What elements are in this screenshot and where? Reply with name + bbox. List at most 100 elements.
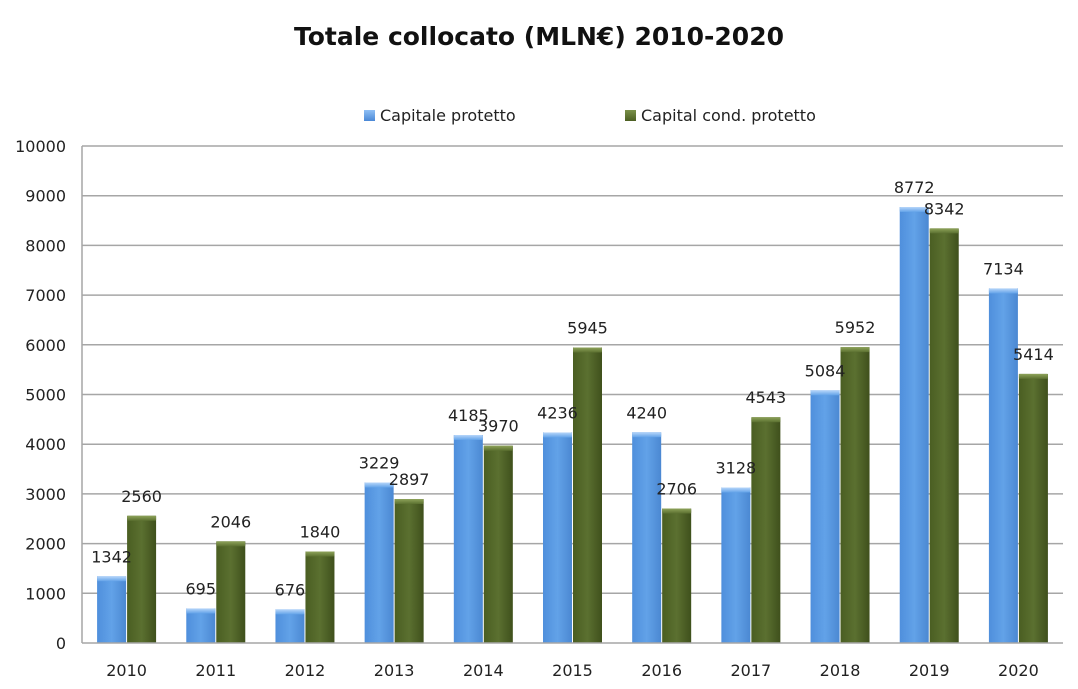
x-tick-label: 2020: [998, 661, 1039, 680]
bar-cap: [275, 609, 305, 615]
y-tick-label: 5000: [25, 386, 66, 405]
x-tick-label: 2019: [909, 661, 950, 680]
data-label: 676: [275, 580, 306, 599]
x-tick-label: 2014: [463, 661, 504, 680]
x-tick-label: 2012: [285, 661, 326, 680]
bar-body: [632, 432, 662, 643]
data-label: 1840: [300, 523, 341, 542]
bar-cap: [662, 508, 692, 514]
bar-capitale-protetto: [543, 432, 572, 643]
data-label: 5945: [567, 319, 608, 338]
data-label: 5084: [805, 361, 846, 380]
bar-cap: [186, 608, 216, 614]
y-tick-label: 6000: [25, 336, 66, 355]
bar-capital-cond-protetto: [929, 228, 959, 644]
bar-body: [394, 499, 424, 643]
bar-body: [988, 288, 1018, 643]
data-label: 7134: [983, 259, 1024, 278]
y-tick-label: 8000: [25, 236, 66, 255]
x-tick-label: 2015: [552, 661, 593, 680]
bar-cap: [364, 482, 394, 488]
x-tick-label: 2016: [641, 661, 682, 680]
bar-capital-cond-protetto: [483, 445, 513, 643]
bar-capital-cond-protetto: [751, 417, 781, 643]
bar-capitale-protetto: [632, 432, 662, 643]
bar-capitale-protetto: [810, 390, 840, 643]
bar-cap: [988, 288, 1018, 294]
chart-title: Totale collocato (MLN€) 2010-2020: [293, 22, 784, 51]
legend-label: Capitale protetto: [380, 106, 516, 125]
data-label: 2897: [389, 470, 430, 489]
bar-cap: [751, 417, 781, 423]
data-labels: 1342 695 676 3229 4185 4236 4240 3128 5084 8772 71…: [91, 178, 1054, 599]
bar-body: [127, 515, 157, 643]
bar-capitale-protetto: [97, 576, 127, 643]
bar-body: [840, 347, 870, 643]
bar-body: [573, 347, 602, 643]
x-tick-label: 2017: [731, 661, 772, 680]
bar-body: [810, 390, 840, 643]
data-label: 1342: [91, 547, 132, 566]
bar-body: [97, 576, 127, 643]
data-label: 3970: [478, 417, 519, 436]
data-label: 4185: [448, 406, 489, 425]
bar-body: [721, 487, 751, 643]
bars: [97, 207, 1048, 644]
bar-body: [751, 417, 781, 643]
data-label: 4543: [746, 388, 787, 407]
y-tick-label: 10000: [15, 137, 66, 156]
bar-cap: [305, 551, 335, 557]
bar-body: [662, 508, 692, 643]
y-tick-label: 7000: [25, 286, 66, 305]
bar-cap: [899, 207, 929, 213]
bar-cap: [543, 432, 572, 438]
x-tick-label: 2018: [820, 661, 861, 680]
y-tick-label: 0: [56, 634, 66, 653]
legend-item-capital-cond-protetto: Capital cond. protetto: [625, 106, 816, 125]
data-label: 5952: [835, 318, 876, 337]
data-label: 8342: [924, 199, 965, 218]
data-label: 4240: [626, 403, 667, 422]
bar-body: [275, 609, 305, 643]
bar-cap: [929, 228, 959, 234]
bar-body: [543, 432, 572, 643]
data-label: 695: [185, 579, 216, 598]
bar-capital-cond-protetto: [127, 515, 157, 643]
y-tick-label: 2000: [25, 535, 66, 554]
bar-capital-cond-protetto: [216, 541, 246, 643]
data-label: 2706: [656, 480, 697, 499]
bar-cap: [216, 541, 246, 547]
gridlines: [82, 145, 1063, 595]
axes: 0 1000 2000 3000 4000 5000 6000 7000 8000 9000 100…: [15, 137, 1063, 680]
bar-cap: [394, 499, 424, 505]
bar-cap: [840, 347, 870, 353]
bar-body: [305, 551, 335, 643]
bar-capital-cond-protetto: [394, 499, 424, 643]
data-label: 2046: [210, 512, 251, 531]
bar-cap: [483, 445, 513, 451]
legend: Capitale protetto Capital cond. protetto: [0, 106, 1078, 128]
bar-capitale-protetto: [453, 435, 483, 643]
bar-body: [899, 207, 929, 643]
bar-cap: [97, 576, 127, 582]
bar-cap: [721, 487, 751, 493]
bar-body: [364, 482, 394, 643]
bar-body: [1018, 373, 1048, 643]
bar-cap: [573, 347, 602, 353]
bar-capitale-protetto: [988, 288, 1018, 643]
bar-cap: [127, 515, 157, 521]
bar-capital-cond-protetto: [662, 508, 692, 643]
legend-swatch-blue: [364, 110, 375, 121]
bar-cap: [1018, 373, 1048, 379]
bar-capitale-protetto: [364, 482, 394, 643]
x-tick-label: 2011: [195, 661, 236, 680]
y-tick-label: 1000: [25, 584, 66, 603]
y-tick-label: 9000: [25, 187, 66, 206]
legend-label: Capital cond. protetto: [641, 106, 816, 125]
data-label: 3128: [716, 459, 757, 478]
legend-item-capitale-protetto: Capitale protetto: [364, 106, 516, 125]
bar-capital-cond-protetto: [1018, 373, 1048, 643]
data-label: 3229: [359, 454, 400, 473]
data-label: 2560: [121, 487, 162, 506]
